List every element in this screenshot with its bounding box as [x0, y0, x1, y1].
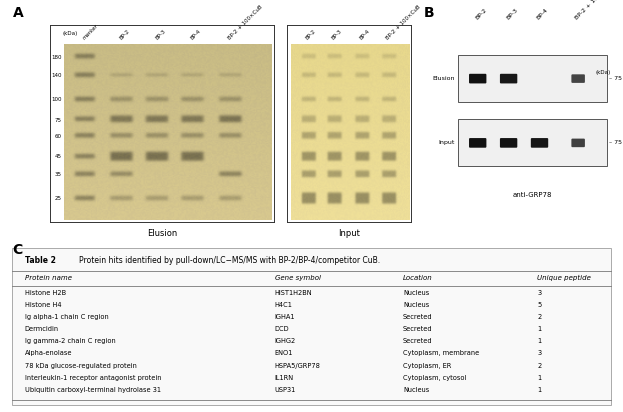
Text: 2: 2 [538, 314, 541, 320]
Text: BP-4: BP-4 [536, 7, 549, 21]
Text: BP-2: BP-2 [119, 29, 131, 41]
Text: Cytoplasm, ER: Cytoplasm, ER [403, 363, 452, 369]
Text: – 75: – 75 [609, 140, 622, 145]
Text: BP-2 + 100×CuB: BP-2 + 100×CuB [386, 5, 422, 41]
Text: 2: 2 [538, 363, 541, 369]
Text: 78 kDa glucose-regulated protein: 78 kDa glucose-regulated protein [24, 363, 136, 369]
Text: Nucleus: Nucleus [403, 290, 429, 295]
Text: Ig alpha-1 chain C region: Ig alpha-1 chain C region [24, 314, 108, 320]
FancyBboxPatch shape [500, 138, 517, 148]
Text: 45: 45 [55, 154, 62, 159]
Text: 1: 1 [538, 387, 541, 393]
Text: BP-3: BP-3 [331, 29, 343, 41]
Text: DCD: DCD [275, 326, 290, 332]
Text: Alpha-enolase: Alpha-enolase [24, 351, 72, 356]
Text: Cytoplasm, cytosol: Cytoplasm, cytosol [403, 375, 467, 381]
Text: BP-2 + 100×CuB: BP-2 + 100×CuB [227, 5, 263, 41]
Text: Cytoplasm, membrane: Cytoplasm, membrane [403, 351, 479, 356]
Text: Ubiquitin carboxyl-terminal hydrolase 31: Ubiquitin carboxyl-terminal hydrolase 31 [24, 387, 161, 393]
Text: 35: 35 [55, 172, 62, 177]
Text: marker: marker [82, 24, 99, 41]
Text: A: A [12, 6, 23, 20]
Text: Table 2: Table 2 [24, 256, 55, 265]
Text: IGHG2: IGHG2 [275, 338, 296, 344]
Bar [459, 119, 607, 166]
FancyBboxPatch shape [571, 138, 585, 147]
Text: Secreted: Secreted [403, 326, 433, 332]
Text: HIST1H2BN: HIST1H2BN [275, 290, 313, 295]
Text: 180: 180 [52, 55, 62, 60]
Text: Elusion: Elusion [147, 229, 177, 238]
FancyBboxPatch shape [469, 74, 487, 84]
Text: 60: 60 [55, 133, 62, 139]
Text: anti-GRP78: anti-GRP78 [513, 192, 553, 198]
Text: (kDa): (kDa) [596, 70, 611, 75]
Text: Histone H4: Histone H4 [24, 302, 61, 308]
Text: H4C1: H4C1 [275, 302, 293, 308]
Text: BP-2: BP-2 [305, 29, 317, 41]
Text: Input: Input [338, 229, 360, 238]
Text: Location: Location [403, 275, 433, 281]
Text: Nucleus: Nucleus [403, 387, 429, 393]
Text: Ig gamma-2 chain C region: Ig gamma-2 chain C region [24, 338, 115, 344]
Text: BP-2 + 100×CuB: BP-2 + 100×CuB [574, 0, 616, 21]
Text: 5: 5 [538, 302, 541, 308]
Text: Dermcidin: Dermcidin [24, 326, 59, 332]
Text: 3: 3 [538, 351, 541, 356]
Text: IL1RN: IL1RN [275, 375, 294, 381]
Text: Unique peptide: Unique peptide [538, 275, 591, 281]
FancyBboxPatch shape [531, 138, 548, 148]
Text: Secreted: Secreted [403, 314, 433, 320]
Text: IGHA1: IGHA1 [275, 314, 295, 320]
Text: – 75: – 75 [609, 76, 622, 81]
Text: C: C [12, 243, 22, 257]
Text: BP-3: BP-3 [505, 7, 518, 21]
FancyBboxPatch shape [571, 74, 585, 83]
Text: ENO1: ENO1 [275, 351, 293, 356]
Text: Gene symbol: Gene symbol [275, 275, 321, 281]
Text: Histone H2B: Histone H2B [24, 290, 65, 295]
Text: 1: 1 [538, 326, 541, 332]
Bar [459, 55, 607, 102]
Text: 1: 1 [538, 338, 541, 344]
Text: BP-4: BP-4 [358, 29, 371, 41]
Text: Interleukin-1 receptor antagonist protein: Interleukin-1 receptor antagonist protei… [24, 375, 161, 381]
Text: 25: 25 [55, 197, 62, 201]
Text: 75: 75 [55, 118, 62, 123]
Text: BP-3: BP-3 [154, 29, 166, 41]
Text: HSPA5/GRP78: HSPA5/GRP78 [275, 363, 321, 369]
Text: (kDa): (kDa) [62, 31, 77, 36]
Text: 100: 100 [52, 97, 62, 102]
FancyBboxPatch shape [469, 138, 487, 148]
Text: Secreted: Secreted [403, 338, 433, 344]
Text: B: B [424, 6, 434, 20]
Text: 140: 140 [52, 73, 62, 78]
Text: 3: 3 [538, 290, 541, 295]
Text: BP-2: BP-2 [474, 7, 488, 21]
Text: BP-4: BP-4 [189, 29, 202, 41]
Text: Protein hits identified by pull-down/LC−MS/MS with BP-2/BP-4/competitor CuB.: Protein hits identified by pull-down/LC−… [80, 256, 381, 265]
Text: USP31: USP31 [275, 387, 296, 393]
Text: Elusion: Elusion [432, 76, 455, 81]
FancyBboxPatch shape [500, 74, 517, 84]
Text: Protein name: Protein name [24, 275, 72, 281]
Text: Nucleus: Nucleus [403, 302, 429, 308]
Text: Input: Input [438, 140, 455, 145]
Text: 1: 1 [538, 375, 541, 381]
